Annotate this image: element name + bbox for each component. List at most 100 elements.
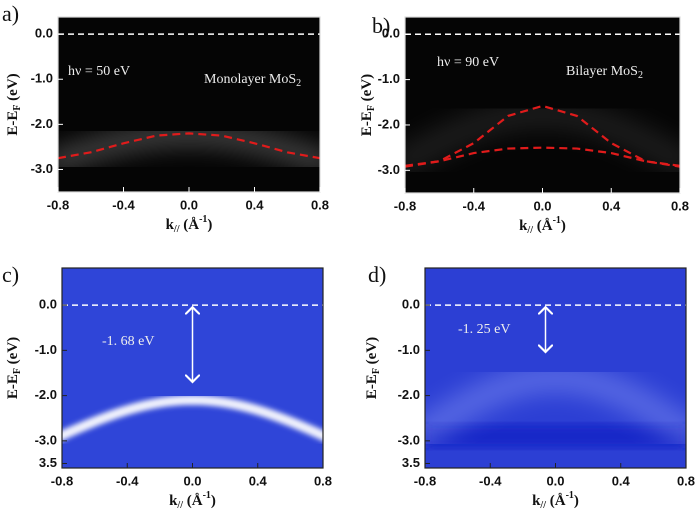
x-tick-label: 0.8 bbox=[671, 198, 689, 213]
y-label-unit: (eV) bbox=[5, 337, 21, 368]
y-tick-label: -1.0 bbox=[35, 342, 57, 357]
annotation-text: -1. 25 eV bbox=[458, 322, 511, 337]
intensity-floor bbox=[425, 424, 686, 448]
x-tick-label: 0.8 bbox=[311, 197, 329, 212]
x-axis-label: k// (Å-1) bbox=[166, 214, 213, 235]
annotation-text: -1. 68 eV bbox=[102, 334, 155, 349]
band-line bbox=[404, 146, 681, 168]
x-tick-label: -0.8 bbox=[51, 473, 73, 488]
x-label-sup: -1 bbox=[203, 490, 211, 501]
x-label-end: ) bbox=[211, 493, 216, 509]
y-axis-label: E-EF (eV) bbox=[364, 337, 382, 399]
x-label-end: ) bbox=[561, 218, 566, 234]
y-tick-label: 0.0 bbox=[402, 297, 420, 312]
y-label-sub: F bbox=[371, 368, 382, 374]
y-tick-label: -3.0 bbox=[398, 432, 420, 447]
x-tick-label: 0.0 bbox=[180, 197, 198, 212]
y-label-unit: (eV) bbox=[359, 74, 375, 105]
y-tick-label: -3.0 bbox=[35, 432, 57, 447]
y-tick-label: 0.0 bbox=[35, 26, 53, 41]
annotation-text: hν = 90 eV bbox=[437, 55, 499, 70]
panel-letter: d) bbox=[368, 262, 386, 287]
annotation: Bilayer MoS2 bbox=[566, 64, 643, 81]
x-tick-label: -0.4 bbox=[463, 198, 486, 213]
x-label-sup: -1 bbox=[553, 215, 561, 226]
x-tick-label: 0.4 bbox=[245, 197, 264, 212]
y-tick-label: -1.0 bbox=[378, 71, 400, 86]
x-tick-label: 0.4 bbox=[249, 473, 268, 488]
x-label-sub: // bbox=[176, 500, 183, 511]
y-tick-label: 0.0 bbox=[39, 297, 57, 312]
x-label-sup: -1 bbox=[199, 214, 207, 225]
x-label-sub: // bbox=[173, 224, 180, 235]
x-label-sub: // bbox=[539, 500, 546, 511]
y-tick-label: -1.0 bbox=[31, 71, 53, 86]
x-label-unit: (Å bbox=[179, 217, 199, 233]
x-tick-label: -0.4 bbox=[116, 473, 139, 488]
x-tick-label: 0.0 bbox=[546, 473, 564, 488]
annotation-text: Monolayer MoS bbox=[204, 72, 296, 87]
image-background bbox=[58, 17, 320, 192]
x-tick-label: -0.4 bbox=[479, 473, 502, 488]
x-label-end: ) bbox=[574, 493, 579, 509]
x-tick-label: 0.8 bbox=[314, 473, 332, 488]
annotation: hν = 50 eV bbox=[68, 64, 130, 79]
intensity-band bbox=[425, 363, 686, 449]
annotation: -1. 68 eV bbox=[102, 334, 155, 349]
x-label-main: k bbox=[532, 493, 541, 509]
x-axis-label: k// (Å-1) bbox=[519, 215, 566, 236]
panel-letter: a) bbox=[2, 1, 19, 26]
annotation-sub: 2 bbox=[638, 70, 643, 81]
x-tick-label: -0.8 bbox=[394, 198, 416, 213]
y-tick-label: -2.0 bbox=[378, 116, 400, 131]
intensity bbox=[405, 98, 680, 179]
y-label-main: E-E bbox=[5, 374, 21, 399]
x-label-main: k bbox=[169, 493, 178, 509]
x-label-main: k bbox=[519, 218, 528, 234]
y-tick-label: 3.5 bbox=[402, 455, 420, 470]
y-tick-label: -2.0 bbox=[35, 387, 57, 402]
x-tick-label: 0.0 bbox=[183, 473, 201, 488]
y-label-unit: (eV) bbox=[364, 337, 380, 368]
y-tick-label: -1.0 bbox=[398, 342, 420, 357]
x-tick-label: 0.4 bbox=[602, 198, 621, 213]
y-axis-label: E-EF (eV) bbox=[359, 74, 377, 136]
y-tick-label: -2.0 bbox=[31, 116, 53, 131]
x-label-unit: (Å bbox=[533, 218, 553, 234]
x-tick-label: 0.8 bbox=[677, 473, 695, 488]
y-label-main: E-E bbox=[5, 111, 21, 136]
x-tick-label: -0.4 bbox=[112, 197, 135, 212]
y-tick-label: -3.0 bbox=[31, 161, 53, 176]
x-tick-label: 0.4 bbox=[612, 473, 631, 488]
x-label-end: ) bbox=[207, 217, 212, 233]
y-tick-label: -2.0 bbox=[398, 387, 420, 402]
panel-letter: c) bbox=[2, 262, 19, 287]
annotation: Monolayer MoS2 bbox=[204, 72, 301, 89]
x-label-main: k bbox=[166, 217, 175, 233]
y-label-sub: F bbox=[12, 368, 23, 374]
y-tick-label: 0.0 bbox=[382, 26, 400, 41]
intensity bbox=[62, 395, 323, 441]
y-label-main: E-E bbox=[364, 374, 380, 399]
x-tick-label: 0.0 bbox=[533, 198, 551, 213]
intensity-band bbox=[405, 98, 680, 179]
annotation-text: Bilayer MoS bbox=[566, 64, 638, 79]
x-label-unit: (Å bbox=[183, 493, 203, 509]
panel-letter: b) bbox=[372, 13, 390, 38]
y-label-sub: F bbox=[366, 105, 377, 111]
x-tick-label: -0.8 bbox=[414, 473, 436, 488]
annotation-sub: 2 bbox=[296, 78, 301, 89]
y-label-main: E-E bbox=[359, 111, 375, 136]
intensity bbox=[425, 363, 686, 449]
x-axis-label: k// (Å-1) bbox=[532, 490, 579, 511]
intensity-core bbox=[62, 398, 323, 438]
y-axis-label: E-EF (eV) bbox=[5, 73, 23, 135]
y-tick-label: 3.5 bbox=[39, 455, 57, 470]
x-label-sub: // bbox=[526, 225, 533, 236]
x-axis-label: k// (Å-1) bbox=[169, 490, 216, 511]
annotation: hν = 90 eV bbox=[437, 55, 499, 70]
y-label-sub: F bbox=[12, 105, 23, 111]
y-label-unit: (eV) bbox=[5, 73, 21, 104]
y-tick-label: -3.0 bbox=[378, 162, 400, 177]
